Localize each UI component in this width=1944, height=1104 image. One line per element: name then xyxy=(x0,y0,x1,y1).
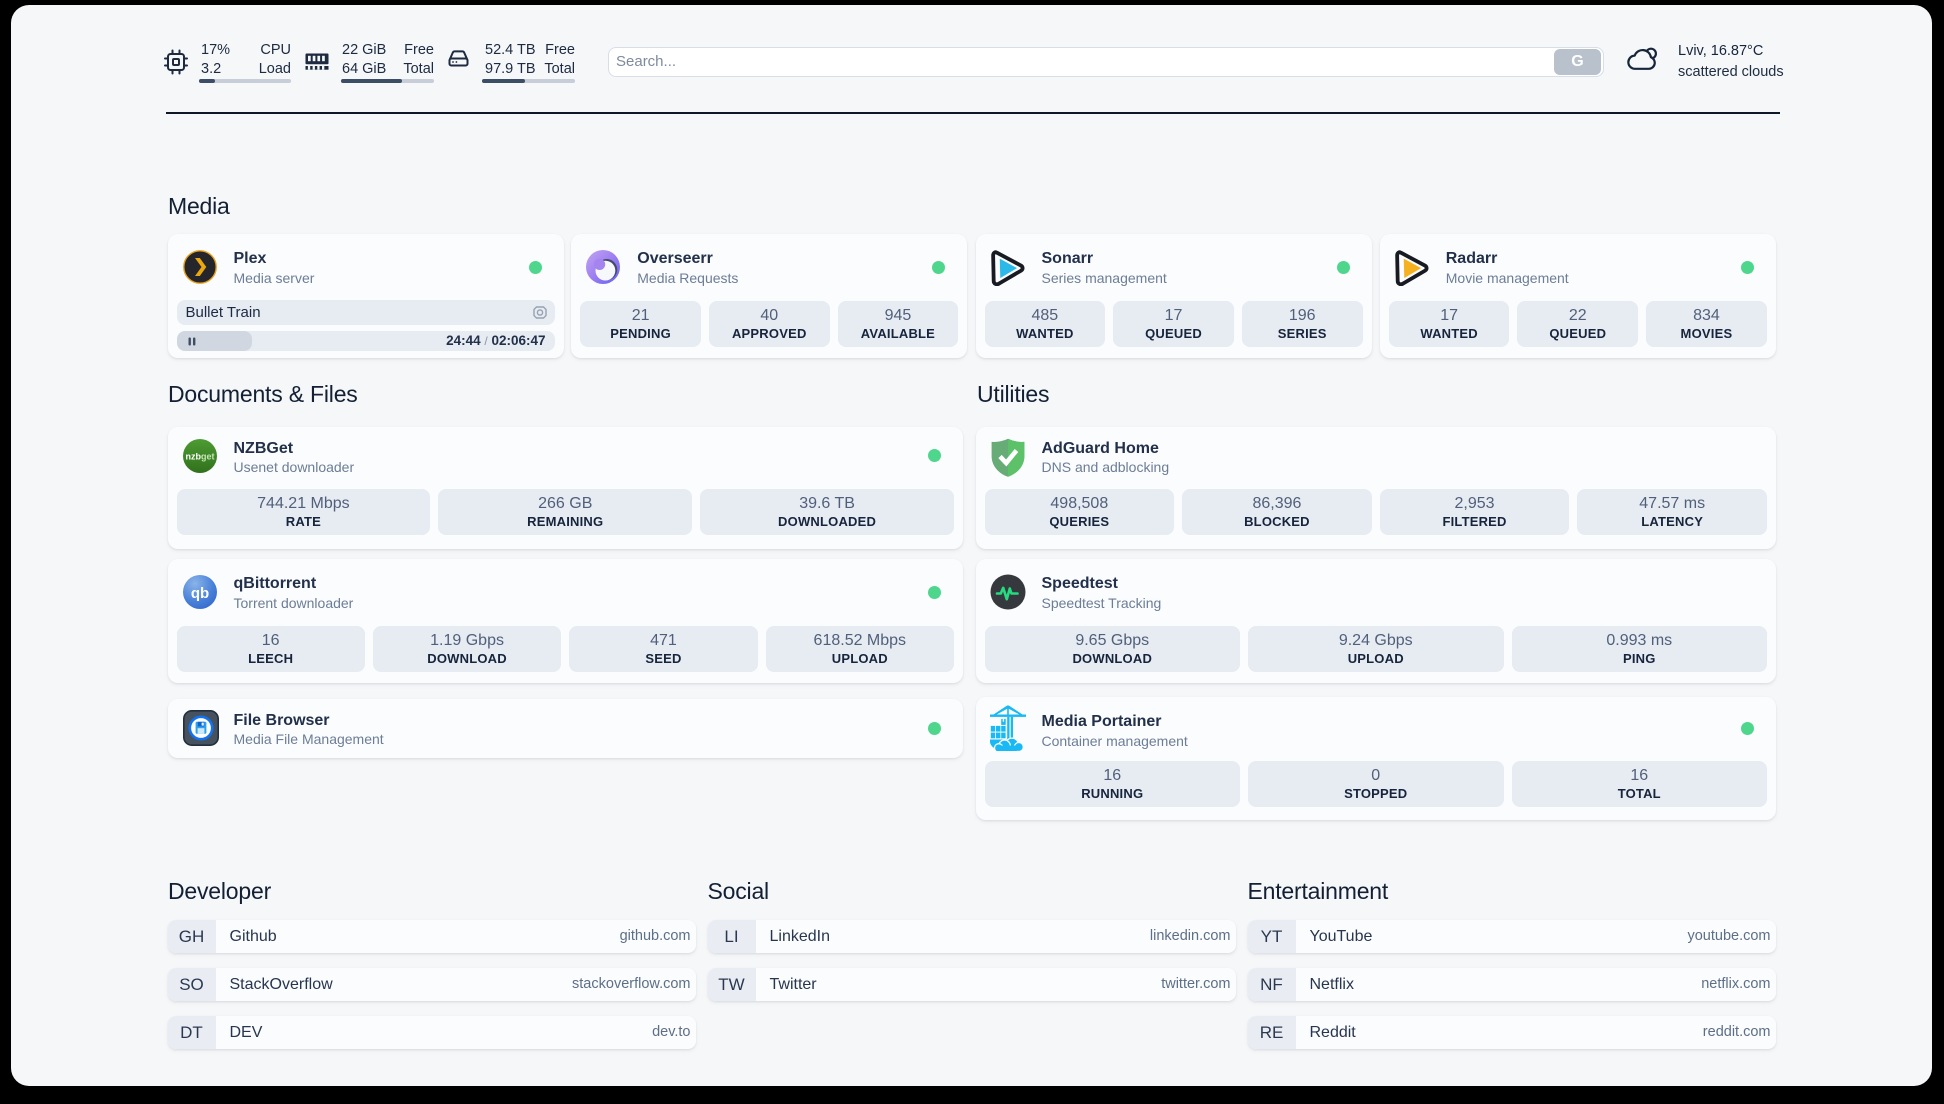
svg-text:nzbget: nzbget xyxy=(185,451,214,461)
svg-text:qb: qb xyxy=(190,585,208,602)
